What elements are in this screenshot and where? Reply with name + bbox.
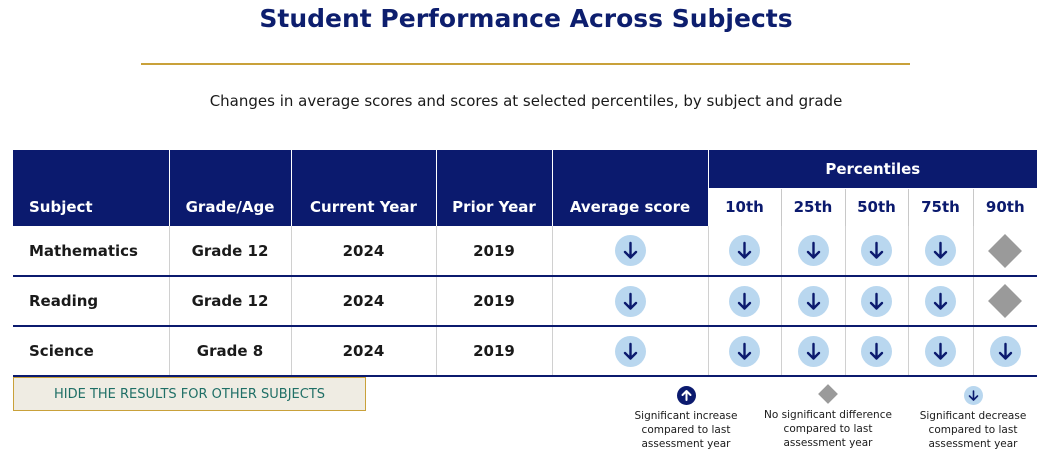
cell-grade: Grade 8 — [169, 326, 292, 377]
legend-increase: Significant increase compared to last as… — [630, 386, 742, 451]
page-subtitle: Changes in average scores and scores at … — [209, 92, 843, 110]
table-row: Science Grade 8 2024 2019 — [13, 326, 1038, 377]
header-subject: Subject — [13, 150, 170, 226]
cell-current-year: 2024 — [291, 276, 437, 327]
arrow-down-icon — [861, 335, 892, 367]
header-p90: 90th — [973, 188, 1038, 226]
arrow-down-icon — [925, 285, 956, 317]
arrow-down-icon — [614, 235, 646, 266]
diamond-icon — [988, 233, 1023, 268]
cell-prior-year: 2019 — [436, 326, 553, 377]
arrow-down-icon — [925, 235, 956, 266]
header-current-year: Current Year — [291, 150, 437, 226]
results-table-body: Mathematics Grade 12 2024 2019 Reading Grade … — [13, 226, 1038, 377]
cell-current-year: 2024 — [291, 226, 437, 277]
legend-increase-label: Significant increase compared to last as… — [634, 410, 738, 450]
cell-p25 — [781, 276, 846, 327]
legend-decrease-label: Significant decrease compared to last as… — [919, 410, 1027, 450]
cell-subject: Reading — [13, 276, 170, 327]
cell-p10 — [708, 226, 782, 277]
table-row: Reading Grade 12 2024 2019 — [13, 276, 1038, 327]
header-percentiles: Percentiles — [708, 150, 1038, 189]
cell-p75 — [908, 326, 974, 377]
header-p75: 75th — [908, 188, 974, 226]
cell-p50 — [845, 326, 909, 377]
cell-p25 — [781, 226, 846, 277]
cell-average — [552, 226, 709, 277]
arrow-down-icon — [861, 285, 892, 317]
header-average-score: Average score — [552, 150, 709, 226]
arrow-down-icon — [797, 335, 829, 367]
cell-p75 — [908, 226, 974, 277]
header-p10: 10th — [708, 188, 782, 226]
cell-p50 — [845, 226, 909, 277]
arrow-down-icon — [614, 285, 646, 317]
arrow-down-icon — [797, 235, 829, 266]
cell-p75 — [908, 276, 974, 327]
cell-p10 — [708, 276, 782, 327]
cell-prior-year: 2019 — [436, 226, 553, 277]
hide-other-subjects-button[interactable]: HIDE THE RESULTS FOR OTHER SUBJECTS — [13, 377, 366, 411]
header-prior-year: Prior Year — [436, 150, 553, 226]
header-p25: 25th — [781, 188, 846, 226]
legend-no-difference-label: No significant difference compared to la… — [764, 409, 892, 449]
diamond-icon — [818, 384, 838, 404]
results-table: Subject Grade/Age Current Year Prior Yea… — [13, 150, 1038, 377]
page-title: Student Performance Across Subjects — [259, 4, 793, 33]
arrow-down-icon — [614, 335, 646, 367]
cell-current-year: 2024 — [291, 326, 437, 377]
arrow-down-icon — [797, 285, 829, 317]
arrow-down-icon — [729, 335, 760, 367]
arrow-down-icon — [989, 335, 1021, 367]
cell-p90 — [973, 226, 1038, 277]
arrow-down-icon — [861, 235, 892, 266]
arrow-down-icon — [729, 235, 760, 266]
arrow-up-icon — [676, 386, 696, 405]
cell-grade: Grade 12 — [169, 276, 292, 327]
cell-subject: Mathematics — [13, 226, 170, 277]
header-p50: 50th — [845, 188, 909, 226]
cell-p10 — [708, 326, 782, 377]
cell-p90 — [973, 326, 1038, 377]
arrow-down-icon — [925, 335, 956, 367]
legend-no-difference: No significant difference compared to la… — [763, 384, 893, 450]
cell-p90 — [973, 276, 1038, 327]
title-divider — [141, 63, 910, 65]
cell-p25 — [781, 326, 846, 377]
cell-average — [552, 276, 709, 327]
header-grade: Grade/Age — [169, 150, 292, 226]
legend-decrease: Significant decrease compared to last as… — [918, 386, 1028, 451]
arrow-down-icon — [729, 285, 760, 317]
arrow-down-icon — [963, 386, 983, 405]
cell-grade: Grade 12 — [169, 226, 292, 277]
cell-p50 — [845, 276, 909, 327]
cell-prior-year: 2019 — [436, 276, 553, 327]
diamond-icon — [988, 284, 1023, 318]
cell-average — [552, 326, 709, 377]
cell-subject: Science — [13, 326, 170, 377]
table-row: Mathematics Grade 12 2024 2019 — [13, 226, 1038, 277]
